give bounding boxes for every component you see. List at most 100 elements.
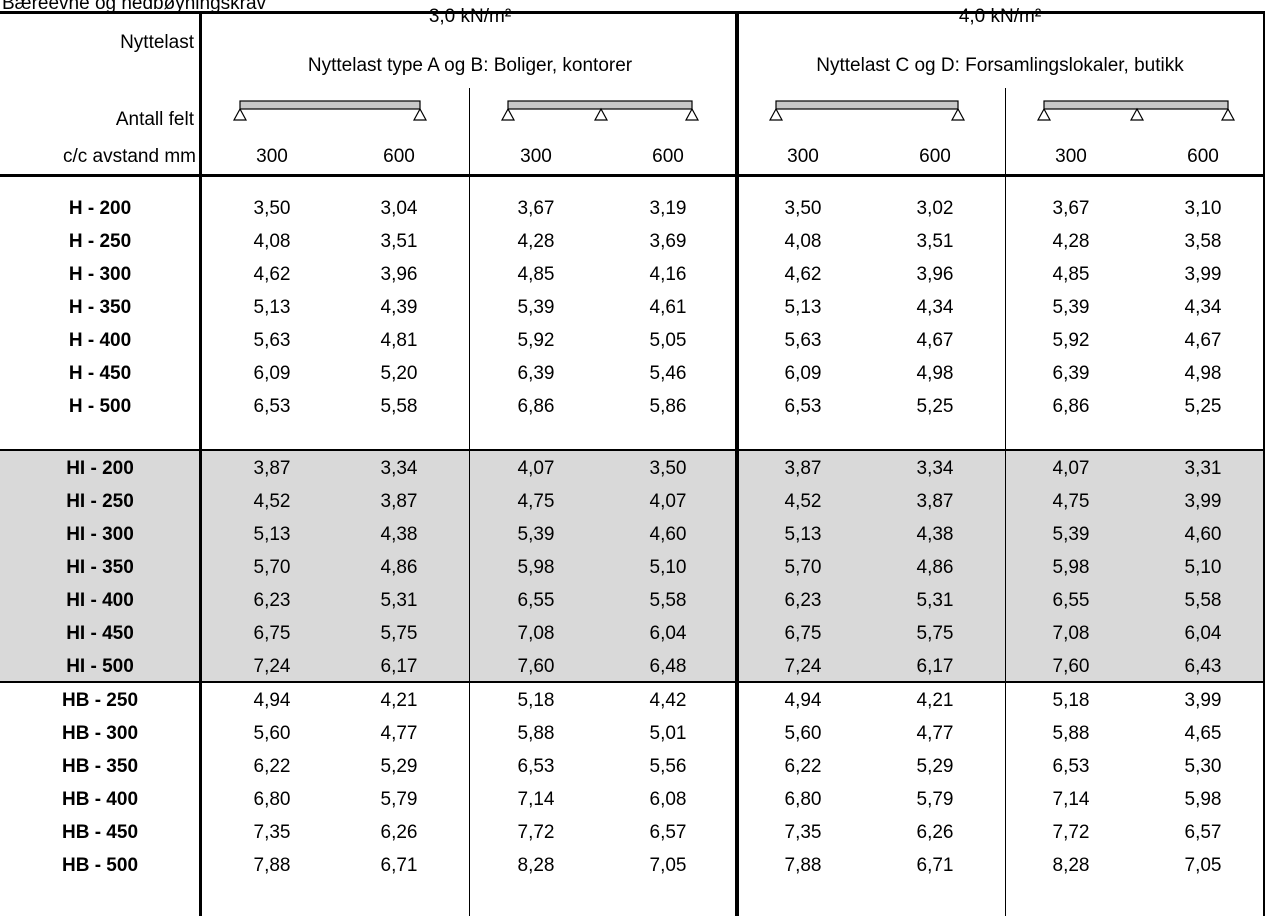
span-value: 7,72 xyxy=(517,822,555,843)
span-value: 5,79 xyxy=(916,789,954,810)
table-row: HI - 250 4,52 3,87 4,75 4,07 4,52 3,87 4,75 3,99 xyxy=(0,485,1265,518)
table-row: HI - 200 3,87 3,34 4,07 3,50 3,87 3,34 4,07 3,31 xyxy=(0,452,1265,485)
profile-label: H - 400 xyxy=(68,330,132,351)
span-value: 5,31 xyxy=(916,590,954,611)
section-separator-1 xyxy=(0,449,1265,451)
span-value: 3,34 xyxy=(380,458,418,479)
span-value: 4,21 xyxy=(916,690,954,711)
span-value: 4,85 xyxy=(1052,264,1090,285)
span-value: 6,71 xyxy=(380,855,418,876)
span-value: 4,07 xyxy=(517,458,555,479)
span-value: 4,07 xyxy=(1052,458,1090,479)
span-value: 5,39 xyxy=(1052,297,1090,318)
span-value: 4,34 xyxy=(916,297,954,318)
span-value: 4,77 xyxy=(380,723,418,744)
span-value: 4,38 xyxy=(380,524,418,545)
span-value: 5,39 xyxy=(517,297,555,318)
span-value: 4,21 xyxy=(380,690,418,711)
span-value: 4,08 xyxy=(784,231,822,252)
span-value: 6,17 xyxy=(380,656,418,677)
header-label-spans: Antall felt xyxy=(115,109,194,130)
single-span-beam-icon xyxy=(232,100,428,121)
span-value: 5,13 xyxy=(784,297,822,318)
span-value: 3,67 xyxy=(517,198,555,219)
single-span-beam-icon xyxy=(768,100,966,121)
span-value: 6,71 xyxy=(916,855,954,876)
span-value: 4,65 xyxy=(1184,723,1222,744)
span-value: 4,16 xyxy=(649,264,687,285)
subgroup-divider-1 xyxy=(469,88,470,916)
span-value: 6,09 xyxy=(253,363,291,384)
span-value: 5,56 xyxy=(649,756,687,777)
span-value: 3,99 xyxy=(1184,264,1222,285)
span-value: 6,55 xyxy=(517,590,555,611)
span-value: 5,30 xyxy=(1184,756,1222,777)
span-value: 5,05 xyxy=(649,330,687,351)
spacing-header-6: 600 xyxy=(919,146,951,167)
profile-label: HI - 500 xyxy=(66,656,134,677)
span-value: 5,88 xyxy=(1052,723,1090,744)
span-value: 5,92 xyxy=(1052,330,1090,351)
span-value: 4,98 xyxy=(916,363,954,384)
span-value: 5,88 xyxy=(517,723,555,744)
table-row: H - 250 4,08 3,51 4,28 3,69 4,08 3,51 4,28 3,58 xyxy=(0,225,1265,258)
span-value: 3,87 xyxy=(380,491,418,512)
span-value: 3,50 xyxy=(784,198,822,219)
span-value: 3,96 xyxy=(380,264,418,285)
span-value: 6,08 xyxy=(649,789,687,810)
profile-label: HI - 450 xyxy=(66,623,134,644)
span-value: 5,60 xyxy=(253,723,291,744)
span-value: 6,39 xyxy=(517,363,555,384)
span-value: 5,58 xyxy=(380,396,418,417)
span-value: 4,86 xyxy=(916,557,954,578)
span-value: 5,18 xyxy=(517,690,555,711)
span-value: 6,57 xyxy=(1184,822,1222,843)
span-value: 3,58 xyxy=(1184,231,1222,252)
profile-label: H - 300 xyxy=(68,264,132,285)
table-row: HB - 500 7,88 6,71 8,28 7,05 7,88 6,71 8,28 7,05 xyxy=(0,849,1265,882)
span-value: 5,98 xyxy=(1184,789,1222,810)
span-value: 6,86 xyxy=(1052,396,1090,417)
subgroup-divider-2 xyxy=(1005,88,1006,916)
span-value: 4,67 xyxy=(1184,330,1222,351)
span-value: 4,52 xyxy=(253,491,291,512)
span-value: 6,57 xyxy=(649,822,687,843)
span-value: 3,50 xyxy=(649,458,687,479)
span-value: 8,28 xyxy=(517,855,555,876)
profile-label: HB - 450 xyxy=(61,822,139,843)
table-row: H - 500 6,53 5,58 6,86 5,86 6,53 5,25 6,86 5,25 xyxy=(0,390,1265,423)
table-row: HI - 300 5,13 4,38 5,39 4,60 5,13 4,38 5,39 4,60 xyxy=(0,518,1265,551)
span-value: 4,86 xyxy=(380,557,418,578)
span-value: 4,81 xyxy=(380,330,418,351)
header-label-spacing: c/c avstand mm xyxy=(62,146,196,167)
span-value: 4,98 xyxy=(1184,363,1222,384)
span-value: 4,61 xyxy=(649,297,687,318)
span-value: 5,29 xyxy=(380,756,418,777)
span-value: 6,53 xyxy=(1052,756,1090,777)
profile-label: H - 250 xyxy=(68,231,132,252)
span-value: 4,75 xyxy=(1052,491,1090,512)
spacing-header-1: 300 xyxy=(256,146,288,167)
span-value: 5,13 xyxy=(784,524,822,545)
span-value: 3,99 xyxy=(1184,690,1222,711)
table-row: HI - 350 5,70 4,86 5,98 5,10 5,70 4,86 5,98 5,10 xyxy=(0,551,1265,584)
profile-label: HB - 300 xyxy=(61,723,139,744)
span-value: 7,24 xyxy=(253,656,291,677)
span-value: 4,60 xyxy=(1184,524,1222,545)
span-value: 6,39 xyxy=(1052,363,1090,384)
span-value: 6,04 xyxy=(649,623,687,644)
span-value: 3,96 xyxy=(916,264,954,285)
span-value: 7,35 xyxy=(784,822,822,843)
group-desc-1: Nyttelast type A og B: Boliger, kontorer xyxy=(307,55,633,76)
span-value: 5,39 xyxy=(517,524,555,545)
span-value: 4,08 xyxy=(253,231,291,252)
profile-label: HI - 200 xyxy=(66,458,134,479)
two-span-beam-icon xyxy=(1036,100,1236,121)
top-border xyxy=(0,11,1265,14)
group-load-1: 3,0 kN/m² xyxy=(428,6,512,27)
span-value: 4,62 xyxy=(784,264,822,285)
table-row: H - 350 5,13 4,39 5,39 4,61 5,13 4,34 5,39 4,34 xyxy=(0,291,1265,324)
span-value: 4,07 xyxy=(649,491,687,512)
span-value: 5,10 xyxy=(649,557,687,578)
profile-label: HI - 400 xyxy=(66,590,134,611)
